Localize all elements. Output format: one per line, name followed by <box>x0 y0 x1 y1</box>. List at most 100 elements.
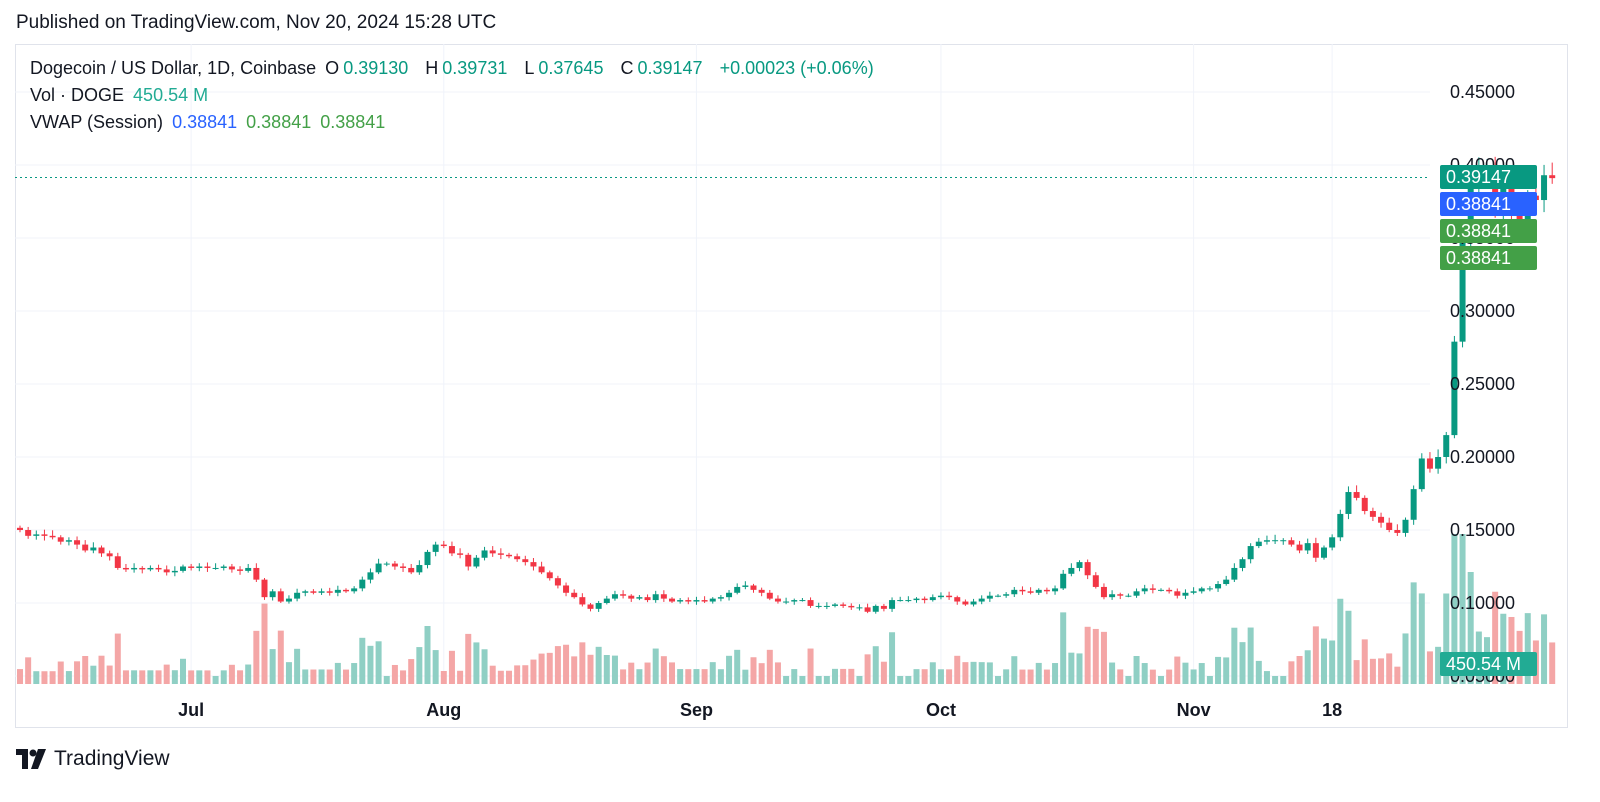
chart-frame[interactable] <box>15 44 1568 728</box>
volume-price-label: 450.54 M <box>1440 652 1537 676</box>
open-key: O <box>325 58 340 78</box>
volume-bar <box>1141 663 1148 684</box>
candle <box>400 566 407 568</box>
volume-bar <box>554 646 561 684</box>
candle <box>587 604 594 609</box>
volume-bar <box>1378 658 1385 684</box>
candle <box>734 586 741 593</box>
last-price-label: 0.39147 <box>1440 165 1537 189</box>
volume-bar <box>1288 661 1295 684</box>
candle <box>408 567 415 573</box>
volume-bars <box>17 534 1556 684</box>
candle <box>1288 540 1295 545</box>
volume-bar <box>1280 676 1287 684</box>
candle <box>1549 175 1556 179</box>
candle <box>1215 584 1222 589</box>
candle <box>571 592 578 598</box>
volume-bar <box>1215 656 1222 684</box>
low-value: 0.37645 <box>538 58 604 78</box>
volume-bar <box>946 669 953 684</box>
volume-bar <box>1158 676 1164 684</box>
volume-bar <box>383 676 390 684</box>
volume-bar <box>41 671 48 684</box>
candle <box>147 567 154 570</box>
volume-bar <box>25 657 32 684</box>
candle <box>106 553 113 557</box>
volume-bar <box>595 646 602 684</box>
volume-bar <box>1231 627 1238 684</box>
volume-bar <box>774 662 781 684</box>
legend-vwap[interactable]: VWAP (Session) 0.38841 0.38841 0.38841 <box>30 112 389 133</box>
symbol-name[interactable]: Dogecoin / US Dollar, 1D, Coinbase <box>30 58 317 78</box>
candle <box>139 567 146 570</box>
candle <box>359 579 366 589</box>
candle <box>937 595 944 598</box>
volume-bar <box>139 670 146 684</box>
volume-bar <box>1003 669 1010 684</box>
candle <box>1239 559 1246 568</box>
candle <box>489 550 496 554</box>
volume-bar <box>1353 660 1360 684</box>
volume-bar <box>391 664 398 684</box>
candle <box>237 569 244 571</box>
candle <box>1182 592 1189 596</box>
candle <box>114 556 121 568</box>
volume-bar <box>74 661 81 684</box>
volume-bar <box>1100 631 1107 684</box>
change-value: +0.00023 (+0.06%) <box>719 58 874 78</box>
volume-bar <box>1337 598 1344 684</box>
candle <box>978 598 985 602</box>
candle <box>1158 589 1164 591</box>
volume-bar <box>1206 676 1213 684</box>
volume-bar <box>196 670 203 684</box>
volume-bar <box>33 671 40 684</box>
volume-bar <box>1369 658 1376 684</box>
volume-bar <box>840 668 847 684</box>
volume-bar <box>1019 669 1026 684</box>
candle <box>913 598 920 601</box>
candle <box>180 566 186 571</box>
candle <box>1410 489 1417 520</box>
volume-bar <box>1011 656 1018 684</box>
candle <box>546 572 553 579</box>
candle <box>25 530 32 536</box>
volume-bar <box>245 664 252 684</box>
y-tick-label: 0.25000 <box>1450 374 1515 394</box>
volume-bar <box>1198 663 1205 684</box>
legend-volume[interactable]: Vol · DOGE 450.54 M <box>30 85 212 106</box>
footer[interactable]: TradingView <box>16 744 170 774</box>
x-tick-label: Aug <box>426 700 461 720</box>
volume-bar <box>611 655 618 684</box>
candle <box>1149 588 1156 590</box>
candle <box>921 598 928 601</box>
candle <box>294 592 301 599</box>
candle <box>823 605 830 607</box>
candle <box>163 569 170 573</box>
volume-bar <box>171 670 178 684</box>
candle <box>318 591 325 593</box>
volume-bar <box>685 669 692 684</box>
candle <box>1378 516 1385 523</box>
volume-bar <box>131 670 138 684</box>
volume-bar <box>155 670 162 684</box>
candle <box>391 563 398 567</box>
candle <box>636 597 643 599</box>
candle <box>880 605 887 609</box>
tradingview-brand: TradingView <box>54 747 170 770</box>
candle <box>774 598 781 602</box>
candle <box>33 534 40 536</box>
vwap-price-label-2: 0.38841 <box>1440 219 1537 243</box>
volume-bar <box>1418 593 1425 684</box>
candle <box>473 557 480 567</box>
candle <box>652 594 659 601</box>
volume-bar <box>106 665 113 684</box>
volume-bar <box>204 670 211 684</box>
candle <box>310 591 317 593</box>
candle <box>1312 543 1319 558</box>
candle <box>1369 511 1376 517</box>
close-value: 0.39147 <box>637 58 703 78</box>
volume-bar <box>807 648 814 684</box>
volume-bar <box>1076 653 1083 684</box>
x-tick-label: Nov <box>1177 700 1211 720</box>
volume-bar <box>375 641 382 684</box>
